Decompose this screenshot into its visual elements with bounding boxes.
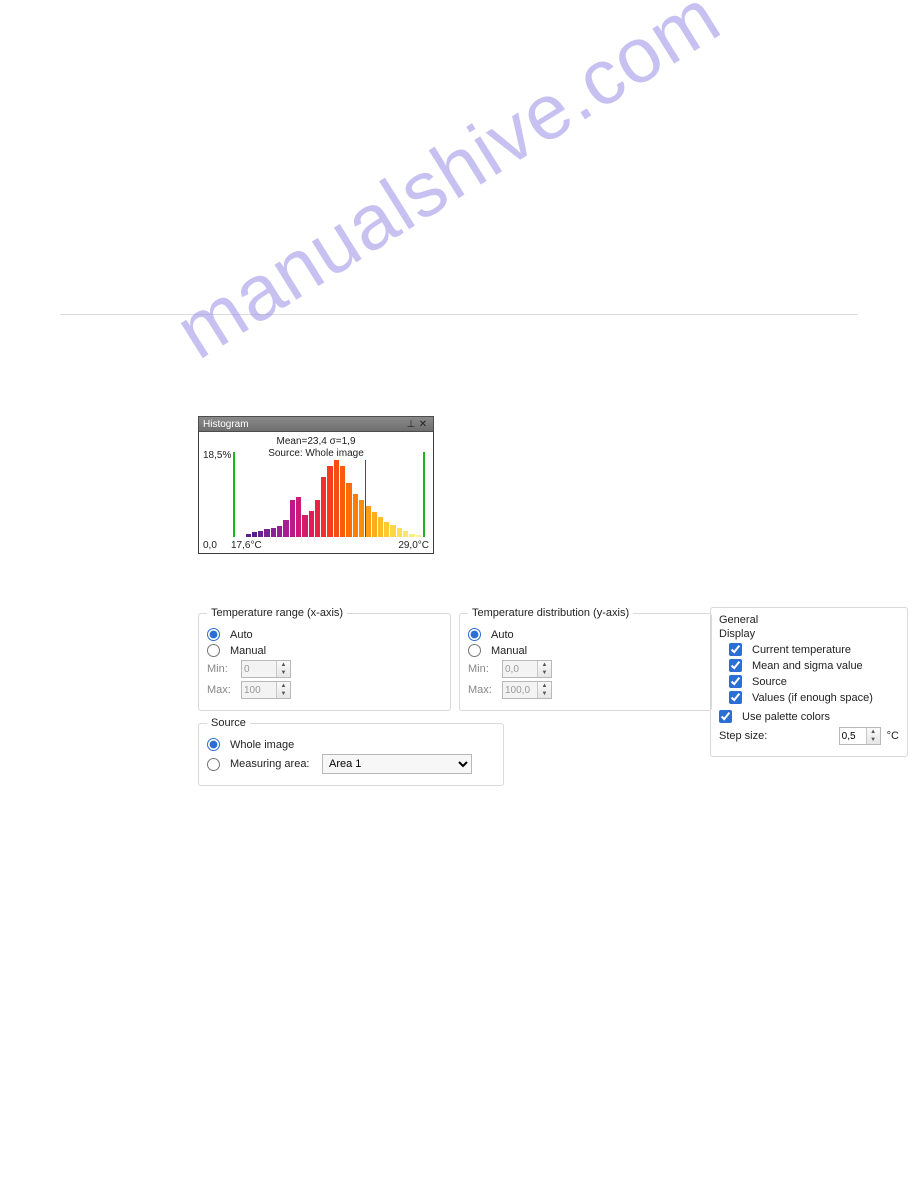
histogram-bar: [390, 525, 395, 537]
histogram-bar: [327, 466, 332, 537]
step-size-input[interactable]: ▲▼: [839, 727, 881, 745]
histogram-bar: [258, 531, 263, 537]
histogram-title: Histogram: [203, 419, 249, 430]
source-whole-label: Whole image: [230, 739, 294, 751]
divider-line: [60, 314, 858, 315]
general-group: General Display Current temperature Mean…: [710, 607, 908, 757]
temp-range-auto-radio[interactable]: [207, 628, 220, 641]
temp-dist-max-label: Max:: [468, 684, 496, 696]
range-line-right: [423, 452, 425, 537]
histogram-bar: [416, 535, 421, 537]
source-text: Source: Whole image: [268, 448, 364, 459]
histogram-titlebar[interactable]: Histogram ⊥ ✕: [198, 416, 434, 432]
source-whole-radio[interactable]: [207, 738, 220, 751]
histogram-bars: [233, 460, 421, 537]
temp-dist-min-input[interactable]: ▲▼: [502, 660, 552, 678]
cb-palette[interactable]: [719, 710, 732, 723]
general-legend: General: [719, 614, 899, 626]
temp-range-group: Temperature range (x-axis) Auto Manual M…: [198, 607, 451, 711]
histogram-chart: Mean=23,4 σ=1,9 Source: Whole image 18,5…: [203, 436, 429, 551]
temp-dist-auto-radio[interactable]: [468, 628, 481, 641]
histogram-bar: [271, 528, 276, 537]
step-size-label: Step size:: [719, 730, 779, 742]
mean-line: [365, 460, 366, 537]
histogram-bar: [252, 532, 257, 537]
y-max-label: 18,5%: [203, 450, 231, 461]
histogram-panel: Histogram ⊥ ✕ Mean=23,4 σ=1,9 Source: Wh…: [198, 416, 434, 554]
histogram-bar: [353, 494, 358, 537]
histogram-bar: [409, 534, 414, 537]
display-label: Display: [719, 628, 899, 640]
cb-current-temp-label: Current temperature: [752, 644, 851, 656]
temp-dist-min-label: Min:: [468, 663, 496, 675]
cb-palette-label: Use palette colors: [742, 711, 830, 723]
cb-mean-sigma-label: Mean and sigma value: [752, 660, 863, 672]
close-icon[interactable]: ✕: [417, 419, 429, 430]
source-legend: Source: [207, 717, 250, 729]
source-group: Source Whole image Measuring area: Area …: [198, 717, 504, 786]
pin-icon[interactable]: ⊥: [405, 419, 417, 430]
source-measuring-label: Measuring area:: [230, 758, 316, 770]
temp-dist-max-input[interactable]: ▲▼: [502, 681, 552, 699]
histogram-bar: [302, 515, 307, 537]
cb-source[interactable]: [729, 675, 742, 688]
step-size-unit: °C: [887, 730, 899, 742]
histogram-bar: [246, 534, 251, 537]
histogram-bar: [403, 531, 408, 537]
histogram-bar: [315, 500, 320, 537]
temp-range-manual-label: Manual: [230, 645, 266, 657]
histogram-bar: [277, 526, 282, 537]
temp-range-min-label: Min:: [207, 663, 235, 675]
cb-mean-sigma[interactable]: [729, 659, 742, 672]
temp-range-max-label: Max:: [207, 684, 235, 696]
stats-text: Mean=23,4 σ=1,9: [276, 436, 355, 447]
cb-source-label: Source: [752, 676, 787, 688]
settings-area: Temperature range (x-axis) Auto Manual M…: [198, 607, 712, 792]
source-measuring-radio[interactable]: [207, 758, 220, 771]
histogram-bar: [290, 500, 295, 537]
histogram-body: Mean=23,4 σ=1,9 Source: Whole image 18,5…: [198, 432, 434, 554]
histogram-bar: [334, 460, 339, 537]
histogram-bar: [309, 511, 314, 537]
temp-range-auto-label: Auto: [230, 629, 253, 641]
x-max-label: 29,0°C: [398, 540, 429, 551]
histogram-bar: [346, 483, 351, 537]
histogram-bar: [359, 500, 364, 537]
histogram-bar: [384, 522, 389, 537]
histogram-bar: [340, 466, 345, 537]
histogram-bar: [397, 528, 402, 537]
cb-values-label: Values (if enough space): [752, 692, 873, 704]
histogram-bar: [283, 520, 288, 537]
x-min-label: 17,6°C: [231, 540, 262, 551]
cb-values[interactable]: [729, 691, 742, 704]
histogram-bar: [296, 497, 301, 537]
cb-current-temp[interactable]: [729, 643, 742, 656]
histogram-bar: [378, 517, 383, 537]
temp-range-manual-radio[interactable]: [207, 644, 220, 657]
measuring-area-select[interactable]: Area 1: [322, 754, 472, 774]
histogram-bar: [321, 477, 326, 537]
temp-dist-manual-radio[interactable]: [468, 644, 481, 657]
temp-dist-group: Temperature distribution (y-axis) Auto M…: [459, 607, 712, 711]
y-min-label: 0,0: [203, 540, 217, 551]
temp-range-max-input[interactable]: ▲▼: [241, 681, 291, 699]
temp-dist-manual-label: Manual: [491, 645, 527, 657]
histogram-bar: [372, 512, 377, 537]
histogram-bar: [365, 506, 370, 537]
temp-dist-legend: Temperature distribution (y-axis): [468, 607, 633, 619]
histogram-bar: [264, 529, 269, 537]
range-line-left: [233, 452, 235, 537]
watermark: manualshive.com: [160, 0, 736, 377]
temp-dist-auto-label: Auto: [491, 629, 514, 641]
temp-range-legend: Temperature range (x-axis): [207, 607, 347, 619]
temp-range-min-input[interactable]: ▲▼: [241, 660, 291, 678]
